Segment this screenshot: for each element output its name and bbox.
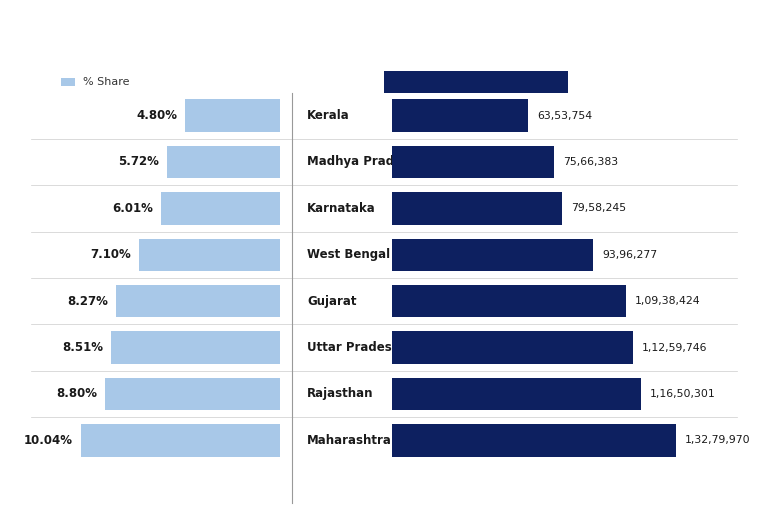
Bar bbox=[392, 285, 626, 317]
Bar bbox=[61, 78, 75, 86]
Bar bbox=[185, 99, 280, 132]
Text: 75,66,383: 75,66,383 bbox=[563, 157, 618, 167]
Text: 1,12,59,746: 1,12,59,746 bbox=[642, 343, 707, 353]
Bar bbox=[392, 331, 633, 364]
Bar bbox=[167, 146, 280, 178]
Bar bbox=[392, 239, 593, 271]
Text: 10.04%: 10.04% bbox=[24, 434, 73, 447]
Text: Karnataka: Karnataka bbox=[307, 202, 376, 215]
Text: Uttar Pradesh: Uttar Pradesh bbox=[307, 341, 400, 354]
Text: 59% of cumulative doses given so far, are in 8 States: 59% of cumulative doses given so far, ar… bbox=[82, 21, 686, 40]
Text: 1,16,50,301: 1,16,50,301 bbox=[650, 389, 716, 399]
Bar bbox=[392, 424, 676, 457]
Bar bbox=[116, 285, 280, 317]
Text: % Share: % Share bbox=[83, 77, 130, 87]
Text: 8.51%: 8.51% bbox=[62, 341, 104, 354]
Bar bbox=[392, 192, 562, 225]
Text: 5.72%: 5.72% bbox=[118, 156, 159, 168]
Bar bbox=[392, 378, 641, 410]
Bar bbox=[81, 424, 280, 457]
Text: 8.27%: 8.27% bbox=[68, 294, 108, 308]
Text: Madhya Pradesh: Madhya Pradesh bbox=[307, 156, 418, 168]
Bar bbox=[392, 99, 528, 132]
Bar bbox=[139, 239, 280, 271]
Text: 8.80%: 8.80% bbox=[57, 388, 98, 400]
Bar bbox=[392, 146, 554, 178]
Text: Gujarat: Gujarat bbox=[307, 294, 356, 308]
Text: Kerala: Kerala bbox=[307, 109, 350, 122]
Bar bbox=[105, 378, 280, 410]
Text: 63,53,754: 63,53,754 bbox=[537, 111, 592, 120]
Text: Total Doses Given: Total Doses Given bbox=[421, 77, 531, 87]
Text: Rajasthan: Rajasthan bbox=[307, 388, 374, 400]
Text: Maharashtra: Maharashtra bbox=[307, 434, 392, 447]
Text: 79,58,245: 79,58,245 bbox=[571, 203, 627, 214]
Text: 7.10%: 7.10% bbox=[91, 248, 131, 261]
Text: 6.01%: 6.01% bbox=[112, 202, 153, 215]
Text: 4.80%: 4.80% bbox=[136, 109, 177, 122]
Text: West Bengal: West Bengal bbox=[307, 248, 390, 261]
Text: 93,96,277: 93,96,277 bbox=[602, 250, 657, 260]
Bar bbox=[384, 71, 568, 93]
Bar bbox=[161, 192, 280, 225]
Text: 1,32,79,970: 1,32,79,970 bbox=[685, 435, 750, 445]
Text: 1,09,38,424: 1,09,38,424 bbox=[635, 296, 700, 306]
Bar bbox=[111, 331, 280, 364]
